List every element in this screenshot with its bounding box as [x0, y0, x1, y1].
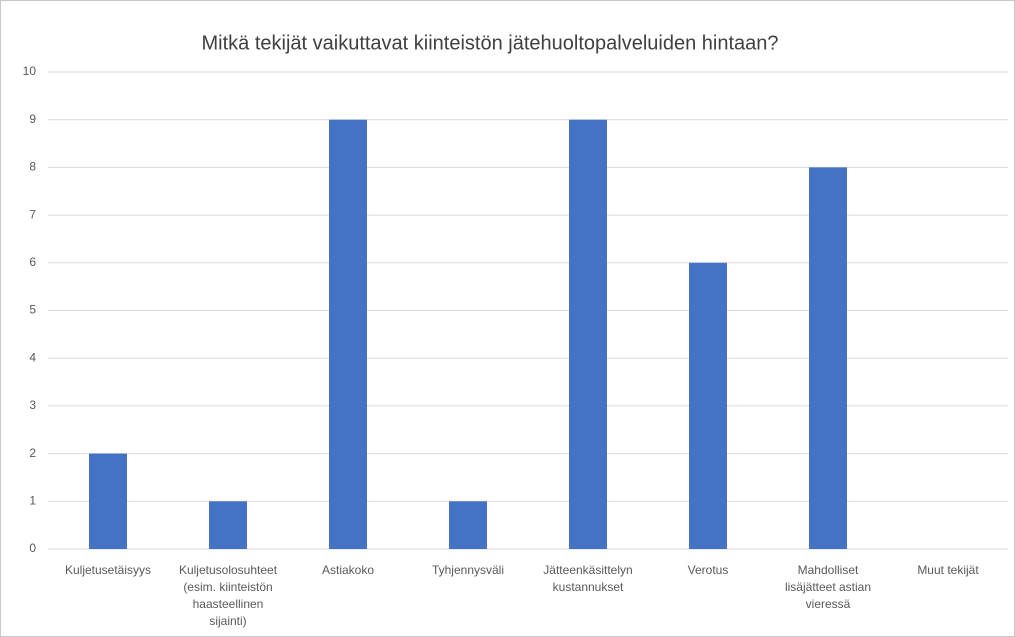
- bar: [689, 262, 727, 549]
- x-tick-label: Muut tekijät: [917, 563, 979, 577]
- y-tick-label: 10: [23, 64, 37, 78]
- y-tick-label: 9: [29, 112, 36, 126]
- chart-title: Mitkä tekijät vaikuttavat kiinteistön jä…: [201, 32, 778, 54]
- y-tick-label: 0: [29, 541, 36, 555]
- x-tick-label: Tyhjennysväli: [432, 563, 504, 577]
- y-tick-label: 8: [29, 160, 36, 174]
- x-tick-label: Kuljetusetäisyys: [65, 563, 151, 577]
- y-tick-label: 6: [29, 255, 36, 269]
- y-tick-label: 1: [29, 493, 36, 507]
- bar: [329, 119, 367, 549]
- bar: [89, 453, 127, 549]
- x-tick-label: Astiakoko: [322, 563, 374, 577]
- y-tick-label: 4: [29, 350, 36, 364]
- bar: [569, 119, 607, 549]
- x-tick-label: Kuljetusolosuhteet (esim. kiinteistön haas…: [179, 563, 278, 628]
- x-tick-label: Mahdolliset lisäjätteet astian vieressä: [785, 563, 871, 611]
- x-tick-label: Jätteenkäsittelyn kustannukset: [543, 563, 632, 594]
- y-tick-label: 7: [29, 207, 36, 221]
- x-tick-label: Verotus: [688, 563, 729, 577]
- bar: [209, 501, 247, 549]
- y-tick-label: 3: [29, 398, 36, 412]
- y-tick-label: 5: [29, 303, 36, 317]
- bar: [809, 167, 847, 549]
- y-tick-label: 2: [29, 446, 36, 460]
- bar: [449, 501, 487, 549]
